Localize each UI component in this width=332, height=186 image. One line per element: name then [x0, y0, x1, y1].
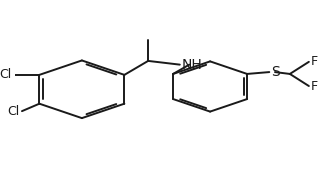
Text: F: F [310, 80, 318, 92]
Text: S: S [271, 65, 280, 79]
Text: Cl: Cl [0, 68, 12, 81]
Text: F: F [310, 55, 318, 68]
Text: Cl: Cl [7, 105, 20, 118]
Text: NH: NH [181, 58, 202, 72]
